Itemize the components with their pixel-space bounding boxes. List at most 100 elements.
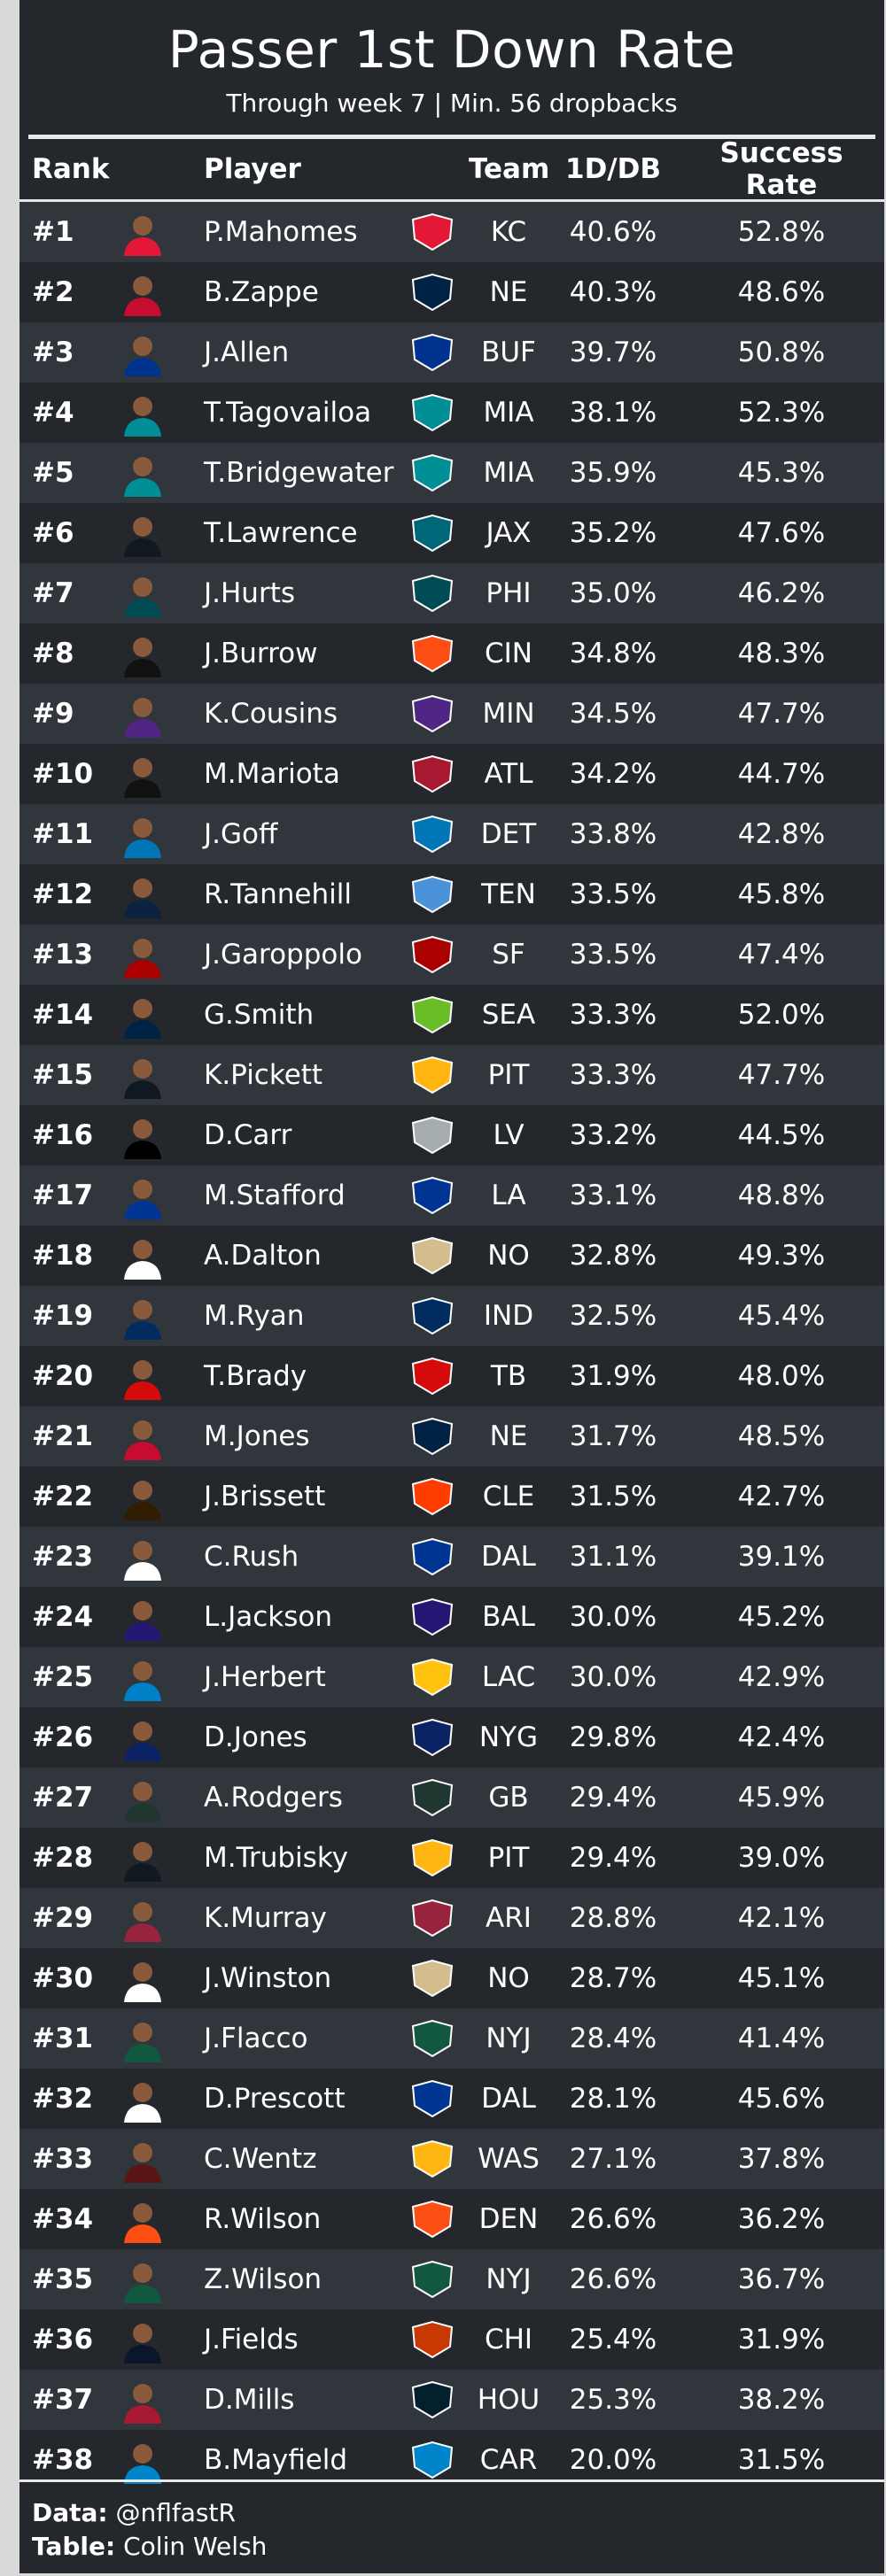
player-name-cell: J.Brissett	[204, 1481, 326, 1512]
player-name-cell: J.Garoppolo	[204, 939, 362, 971]
player-name-cell: J.Winston	[204, 1962, 332, 1994]
player-name-cell: J.Hurts	[204, 577, 296, 609]
player-headshot-icon	[124, 2324, 161, 2363]
first-down-rate-cell: 33.1%	[569, 1180, 657, 1211]
first-down-rate-cell: 31.1%	[569, 1541, 657, 1573]
team-logo-icon	[411, 995, 454, 1034]
table-row: #15 K.Pickett PIT 33.3% 47.7%	[19, 1045, 884, 1105]
success-rate-cell: 45.6%	[737, 2083, 826, 2115]
column-header-player: Player	[204, 153, 301, 185]
player-headshot-icon	[124, 397, 161, 437]
player-name-cell: M.Trubisky	[204, 1842, 349, 1874]
team-cell: SEA	[481, 999, 536, 1031]
rank-cell: #33	[32, 2143, 94, 2175]
player-headshot-icon	[124, 1240, 161, 1280]
player-headshot-icon	[124, 818, 161, 858]
team-cell: MIA	[483, 397, 534, 429]
success-rate-cell: 50.8%	[737, 337, 826, 368]
first-down-rate-cell: 33.8%	[569, 818, 657, 850]
rank-cell: #13	[32, 939, 94, 971]
team-cell: NO	[487, 1240, 530, 1272]
rank-cell: #9	[32, 698, 74, 730]
header-divider	[28, 135, 875, 139]
team-logo-icon	[411, 2441, 454, 2479]
first-down-rate-cell: 27.1%	[569, 2143, 657, 2175]
first-down-rate-cell: 35.9%	[569, 457, 657, 489]
team-logo-icon	[411, 2139, 454, 2178]
team-cell: CLE	[482, 1481, 535, 1512]
player-name-cell: R.Tannehill	[204, 878, 352, 910]
success-rate-cell: 38.2%	[737, 2384, 826, 2416]
table-row: #16 D.Carr LV 33.2% 44.5%	[19, 1105, 884, 1165]
team-logo-icon	[411, 273, 454, 312]
first-down-rate-cell: 30.0%	[569, 1661, 657, 1693]
first-down-rate-cell: 29.8%	[569, 1721, 657, 1753]
rank-cell: #1	[32, 216, 74, 248]
success-rate-cell: 46.2%	[737, 577, 826, 609]
success-rate-cell: 48.6%	[737, 276, 826, 308]
first-down-rate-cell: 35.0%	[569, 577, 657, 609]
team-logo-icon	[411, 875, 454, 914]
team-logo-icon	[411, 213, 454, 251]
player-headshot-icon	[124, 1541, 161, 1581]
team-cell: LV	[493, 1119, 525, 1151]
first-down-rate-cell: 29.4%	[569, 1842, 657, 1874]
rank-cell: #19	[32, 1300, 94, 1332]
player-headshot-icon	[124, 577, 161, 617]
player-headshot-icon	[124, 1721, 161, 1761]
success-rate-cell: 48.3%	[737, 638, 826, 669]
team-logo-icon	[411, 393, 454, 432]
team-cell: HOU	[477, 2384, 540, 2416]
first-down-rate-cell: 28.8%	[569, 1902, 657, 1934]
team-cell: BAL	[482, 1601, 535, 1633]
footer-table-credit: Table: Colin Welsh	[32, 2532, 267, 2561]
first-down-rate-cell: 26.6%	[569, 2263, 657, 2295]
player-name-cell: D.Carr	[204, 1119, 292, 1151]
table-row: #26 D.Jones NYG 29.8% 42.4%	[19, 1707, 884, 1768]
first-down-rate-cell: 29.4%	[569, 1782, 657, 1814]
team-logo-icon	[411, 1176, 454, 1215]
team-cell: DAL	[481, 2083, 536, 2115]
rank-cell: #10	[32, 758, 94, 790]
player-name-cell: C.Wentz	[204, 2143, 317, 2175]
table-row: #28 M.Trubisky PIT 29.4% 39.0%	[19, 1828, 884, 1888]
table-row: #2 B.Zappe NE 40.3% 48.6%	[19, 262, 884, 322]
team-logo-icon	[411, 1056, 454, 1095]
player-headshot-icon	[124, 1059, 161, 1099]
success-rate-cell: 52.3%	[737, 397, 826, 429]
first-down-rate-cell: 32.8%	[569, 1240, 657, 1272]
rank-cell: #28	[32, 1842, 94, 1874]
player-name-cell: K.Pickett	[204, 1059, 323, 1091]
table-row: #17 M.Stafford LA 33.1% 48.8%	[19, 1165, 884, 1226]
player-headshot-icon	[124, 1962, 161, 2002]
table-header: Passer 1st Down Rate Through week 7 | Mi…	[19, 0, 884, 135]
team-cell: PIT	[487, 1059, 530, 1091]
rank-cell: #31	[32, 2023, 94, 2054]
first-down-rate-cell: 25.4%	[569, 2324, 657, 2356]
success-rate-cell: 49.3%	[737, 1240, 826, 1272]
team-logo-icon	[411, 935, 454, 974]
success-rate-cell: 48.0%	[737, 1360, 826, 1392]
player-name-cell: P.Mahomes	[204, 216, 358, 248]
rank-cell: #38	[32, 2444, 94, 2476]
rank-cell: #27	[32, 1782, 94, 1814]
column-header-rank: Rank	[32, 153, 110, 185]
first-down-rate-cell: 40.6%	[569, 216, 657, 248]
table-row: #33 C.Wentz WAS 27.1% 37.8%	[19, 2129, 884, 2189]
success-rate-cell: 31.5%	[737, 2444, 826, 2476]
table-row: #27 A.Rodgers GB 29.4% 45.9%	[19, 1768, 884, 1828]
team-logo-icon	[411, 333, 454, 372]
table-row: #23 C.Rush DAL 31.1% 39.1%	[19, 1527, 884, 1587]
success-rate-cell: 45.2%	[737, 1601, 826, 1633]
team-logo-icon	[411, 1597, 454, 1636]
first-down-rate-cell: 31.5%	[569, 1481, 657, 1512]
first-down-rate-cell: 33.5%	[569, 878, 657, 910]
first-down-rate-cell: 34.8%	[569, 638, 657, 669]
player-headshot-icon	[124, 1119, 161, 1159]
table-row: #12 R.Tannehill TEN 33.5% 45.8%	[19, 864, 884, 924]
player-name-cell: M.Stafford	[204, 1180, 346, 1211]
team-logo-icon	[411, 1658, 454, 1697]
success-rate-cell: 45.8%	[737, 878, 826, 910]
table-row: #24 L.Jackson BAL 30.0% 45.2%	[19, 1587, 884, 1647]
table-row: #4 T.Tagovailoa MIA 38.1% 52.3%	[19, 383, 884, 443]
